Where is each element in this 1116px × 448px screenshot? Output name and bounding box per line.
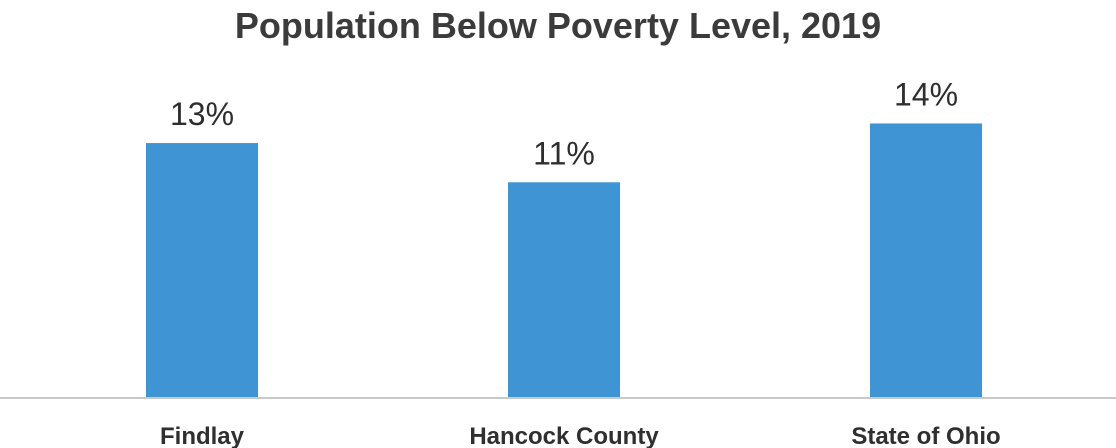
- bar-hancock-county: [508, 182, 620, 398]
- labels-group: 13% Findlay 11% Hancock County 14% State of O…: [160, 76, 1001, 448]
- chart-title: Population Below Poverty Level, 2019: [235, 5, 881, 46]
- category-label-hancock-county: Hancock County: [469, 423, 659, 448]
- category-label-state-of-ohio: State of Ohio: [851, 423, 1000, 448]
- category-label-findlay: Findlay: [160, 423, 245, 448]
- bars-group: [146, 123, 982, 398]
- bar-findlay: [146, 143, 258, 398]
- data-label-findlay: 13%: [170, 96, 234, 132]
- bar-state-of-ohio: [870, 123, 982, 398]
- data-label-state-of-ohio: 14%: [894, 76, 958, 112]
- data-label-hancock-county: 11%: [533, 135, 595, 171]
